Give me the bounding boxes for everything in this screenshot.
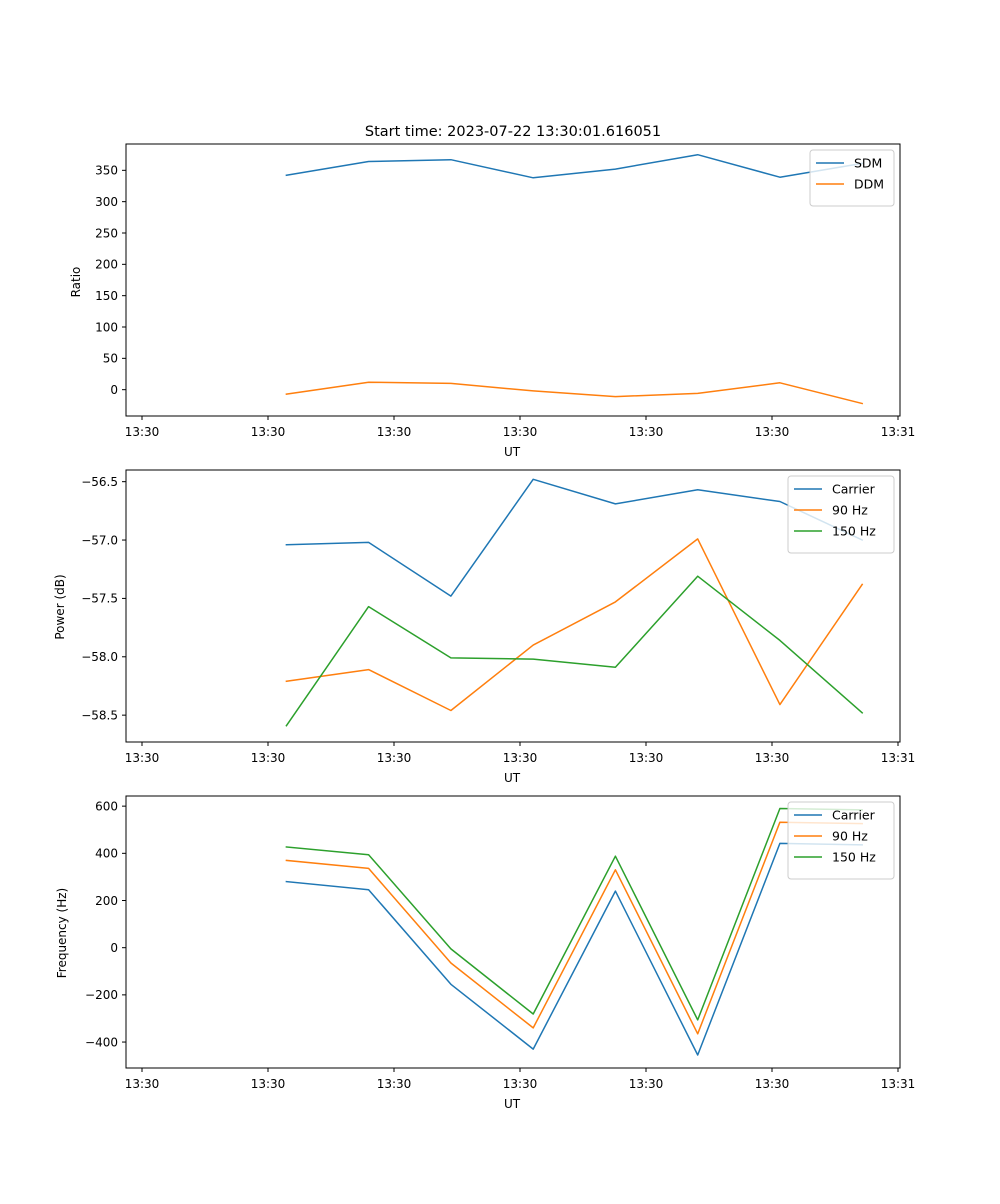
ratio-series-sdm	[285, 153, 864, 179]
ratio-legend	[809, 149, 895, 207]
frequency-ylabel: Frequency (Hz)	[55, 888, 69, 979]
ratio-legend-label: SDM	[854, 156, 882, 171]
power-x-tick-label: 13:30	[125, 751, 160, 765]
frequency-y-tick-label: 600	[95, 799, 118, 813]
chart-title: Start time: 2023-07-22 13:30:01.616051	[365, 124, 661, 140]
frequency-x-tick-label: 13:30	[629, 1077, 664, 1091]
frequency-y-tick-label: 400	[95, 847, 118, 861]
ratio-y-tick-label: 350	[95, 164, 118, 178]
power-x-tick-label: 13:30	[503, 751, 538, 765]
ratio-y-tick-label: 300	[95, 195, 118, 209]
frequency-x-tick-label: 13:30	[503, 1077, 538, 1091]
power-panel: Power (dB) UT 13:30 13:30 13:30 13:30 13:30 1…	[53, 469, 916, 785]
ratio-y-tick-label: 0	[110, 383, 118, 397]
power-xlabel: UT	[504, 771, 521, 785]
power-ylabel: Power (dB)	[53, 574, 67, 639]
power-plot-area	[125, 469, 901, 743]
power-x-tick-label: 13:30	[251, 751, 286, 765]
ratio-x-tick-label: 13:31	[881, 425, 916, 439]
frequency-legend-label: 90 Hz	[832, 829, 868, 844]
power-y-tick-label: −58.0	[81, 650, 118, 664]
power-y-tick-label: −57.5	[81, 592, 118, 606]
frequency-series-90-hz	[285, 821, 863, 1035]
power-y-tick-label: −57.0	[81, 533, 118, 547]
ratio-plot-area	[125, 143, 901, 417]
ratio-series-ddm	[285, 381, 864, 405]
frequency-y-tick-label: 0	[110, 941, 118, 955]
ratio-x-tick-label: 13:30	[503, 425, 538, 439]
frequency-x-tick-label: 13:30	[377, 1077, 412, 1091]
ratio-y-tick-label: 150	[95, 289, 118, 303]
power-x-tick-label: 13:30	[629, 751, 664, 765]
power-x-tick-label: 13:30	[377, 751, 412, 765]
power-y-tick-label: −58.5	[81, 708, 118, 722]
frequency-xlabel: UT	[504, 1097, 521, 1111]
ratio-x-tick-label: 13:30	[125, 425, 160, 439]
power-y-tick-label: −56.5	[81, 475, 118, 489]
ratio-x-tick-label: 13:30	[629, 425, 664, 439]
power-legend-label: 150 Hz	[832, 524, 876, 539]
power-series-150-hz	[285, 575, 864, 727]
frequency-plot-area	[125, 795, 901, 1069]
frequency-x-tick-label: 13:30	[125, 1077, 160, 1091]
ratio-y-tick-label: 100	[95, 320, 118, 334]
frequency-panel: Frequency (Hz) UT 13:30 13:30 13:30 13:30 13…	[55, 795, 916, 1111]
power-x-tick-label: 13:30	[755, 751, 790, 765]
frequency-x-tick-label: 13:30	[251, 1077, 286, 1091]
frequency-series-150-hz	[285, 807, 863, 1021]
frequency-y-tick-label: −400	[85, 1035, 118, 1049]
frequency-legend	[787, 801, 895, 880]
power-legend	[787, 475, 895, 554]
ratio-ylabel: Ratio	[69, 267, 83, 298]
frequency-legend-label: Carrier	[832, 808, 876, 823]
frequency-legend-label: 150 Hz	[832, 850, 876, 865]
ratio-panel: Ratio UT 13:30 13:30 13:30 13:30 13:30 13:30 1…	[69, 143, 916, 459]
frequency-x-tick-label: 13:30	[755, 1077, 790, 1091]
power-series-carrier	[285, 478, 864, 597]
power-legend-label: Carrier	[832, 482, 876, 497]
ratio-legend-label: DDM	[854, 177, 884, 192]
ratio-x-tick-label: 13:30	[377, 425, 412, 439]
ratio-xlabel: UT	[504, 445, 521, 459]
power-series-90-hz	[285, 538, 864, 712]
ratio-y-tick-label: 50	[103, 352, 118, 366]
ratio-y-tick-label: 200	[95, 258, 118, 272]
frequency-series-carrier	[285, 842, 863, 1056]
frequency-y-tick-label: −200	[85, 988, 118, 1002]
frequency-x-tick-label: 13:31	[881, 1077, 916, 1091]
power-x-tick-label: 13:31	[881, 751, 916, 765]
ratio-x-tick-label: 13:30	[755, 425, 790, 439]
frequency-y-tick-label: 200	[95, 894, 118, 908]
ratio-x-tick-label: 13:30	[251, 425, 286, 439]
ratio-y-tick-label: 250	[95, 226, 118, 240]
power-legend-label: 90 Hz	[832, 503, 868, 518]
